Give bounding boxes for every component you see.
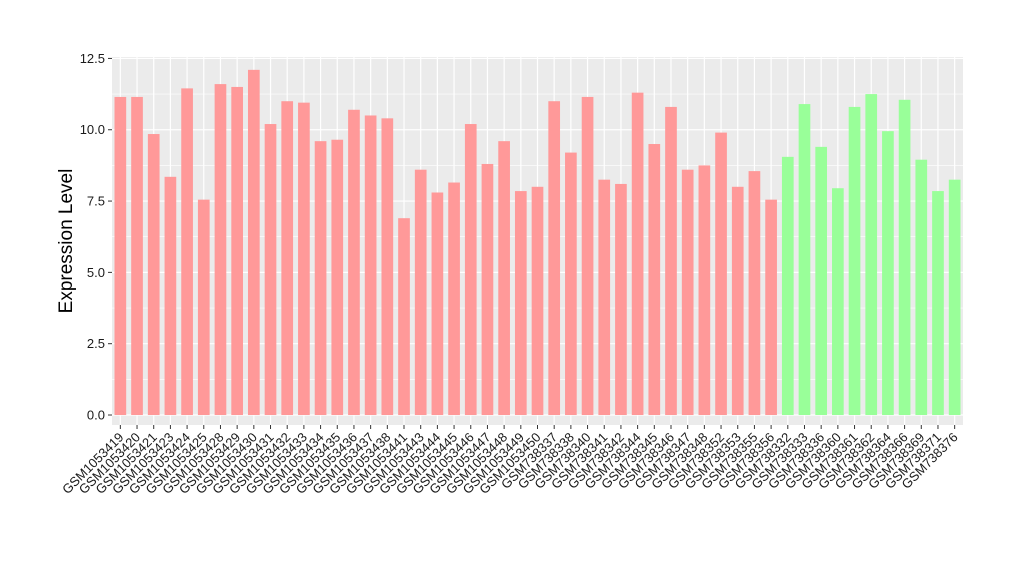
bar-GSM1053423: [164, 176, 177, 416]
bar-GSM738345: [648, 144, 661, 416]
y-tick-label: 2.5: [87, 336, 105, 351]
bar-GSM738353: [731, 186, 744, 416]
bar-GSM738340: [581, 96, 594, 416]
bar-GSM738364: [882, 131, 894, 416]
bar-GSM738333: [798, 104, 811, 416]
bar-GSM1053431: [264, 124, 277, 416]
bar-GSM1053441: [398, 218, 410, 416]
bar-GSM1053432: [281, 101, 294, 416]
x-axis: GSM1053419GSM1053420GSM1053421GSM1053423…: [59, 425, 961, 497]
bar-GSM738355: [748, 171, 761, 416]
y-tick-label: 0.0: [87, 408, 105, 423]
bar-GSM738371: [932, 191, 944, 416]
bar-GSM738338: [565, 152, 577, 416]
bar-GSM738376: [948, 179, 961, 416]
y-tick-label: 12.5: [80, 51, 105, 66]
bar-GSM1053435: [331, 139, 344, 416]
bar-GSM1053443: [414, 169, 427, 416]
bar-GSM1053436: [348, 109, 360, 416]
bar-GSM738337: [548, 101, 561, 416]
bar-GSM738344: [631, 92, 644, 416]
bar-GSM738342: [615, 183, 627, 416]
bar-GSM1053449: [514, 191, 527, 416]
y-tick-label: 5.0: [87, 265, 105, 280]
y-tick-label: 7.5: [87, 194, 105, 209]
bar-GSM1053444: [431, 192, 444, 416]
bar-GSM1053425: [197, 199, 210, 416]
y-axis-title: Expression Level: [56, 169, 77, 314]
bar-GSM1053447: [481, 163, 494, 416]
bar-GSM738360: [832, 188, 844, 416]
bar-GSM1053429: [231, 86, 243, 416]
bar-GSM738352: [715, 132, 727, 416]
bar-GSM1053421: [147, 134, 160, 416]
bar-GSM738369: [915, 159, 928, 416]
bar-GSM1053446: [464, 124, 477, 416]
bar-GSM1053430: [247, 69, 260, 416]
bar-GSM738348: [698, 165, 711, 416]
bar-GSM1053445: [448, 182, 460, 416]
bars: [114, 69, 961, 416]
bar-GSM738361: [848, 106, 861, 416]
bar-GSM1053450: [531, 186, 544, 416]
bar-GSM738336: [815, 146, 828, 416]
bar-GSM1053420: [131, 96, 143, 416]
bar-GSM738346: [665, 106, 677, 416]
bar-GSM1053438: [381, 118, 394, 416]
y-axis: 0.0 2.5 5.0 7.5 10.0 12.5: [80, 51, 112, 423]
bar-GSM1053428: [214, 84, 227, 416]
bar-GSM1053424: [181, 88, 193, 416]
bar-GSM1053419: [114, 96, 127, 416]
bar-GSM1053437: [364, 115, 377, 416]
bar-GSM738347: [681, 169, 694, 416]
bar-GSM1053448: [498, 141, 510, 416]
bar-GSM1053434: [314, 141, 327, 416]
bar-GSM738341: [598, 179, 611, 416]
bar-GSM738332: [781, 156, 794, 416]
bar-GSM738362: [865, 94, 878, 416]
y-tick-label: 10.0: [80, 122, 105, 137]
bar-GSM1053433: [298, 102, 310, 416]
bar-GSM738356: [765, 199, 777, 416]
bar-GSM738366: [898, 99, 911, 416]
